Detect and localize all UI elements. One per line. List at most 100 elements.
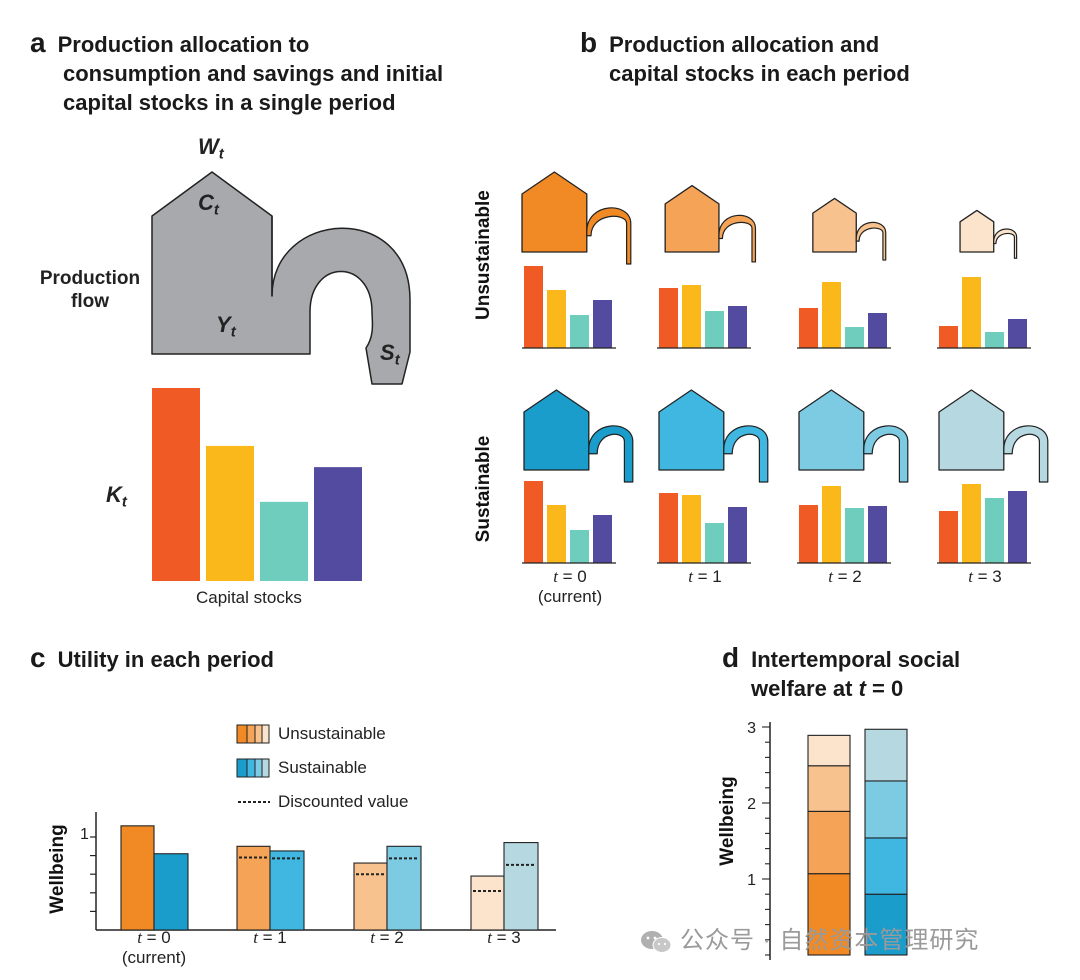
sustainable-hook-1 [723, 425, 769, 483]
panel-b-period-0: t = 0 (current) [537, 567, 603, 606]
unsustainable-bar-0-3 [593, 300, 612, 348]
sustainable-house-3 [938, 389, 1005, 471]
production-flow-label: Production flow [39, 268, 141, 312]
unsustainable-bar-0-0 [524, 266, 543, 348]
sustainable-bar-3-2 [985, 498, 1004, 563]
d-unsustainable-segment-1 [807, 810, 851, 875]
c-unsustainable-bar-0 [120, 825, 155, 931]
sustainable-bar-3-1 [962, 484, 981, 563]
panel-c-period-1: t = 1 [253, 928, 287, 947]
legend-sustainable-label: Sustainable [278, 758, 367, 777]
panel-b-title-line-1: Production allocation and [609, 32, 880, 57]
d-sustainable-segment-0 [864, 893, 908, 956]
panel-a-title-line-2: consumption and savings and initial [63, 61, 444, 86]
c-unsustainable-bar-1 [236, 845, 271, 931]
panel-c-period-2: t = 2 [370, 928, 404, 947]
sustainable-house-2 [798, 389, 865, 471]
unsustainable-house-1 [664, 184, 720, 253]
panel-b-period-3: t = 3 [968, 567, 1002, 586]
panel-c-period-0: t = 0 (current) [121, 928, 187, 967]
capital-bar-1 [206, 445, 254, 581]
sustainable-bar-0-2 [570, 530, 589, 563]
wellbeing-label: Wt [198, 134, 224, 163]
panel-b-title: b Production allocation and capital stock… [580, 28, 910, 88]
legend-discounted: Discounted value [236, 792, 408, 812]
panel-b-period-2: t = 2 [828, 567, 862, 586]
sustainable-hook-3 [1003, 425, 1049, 483]
sustainable-bar-2-0 [799, 505, 818, 563]
output-label: Yt [216, 312, 236, 341]
sustainable-bar-0-3 [593, 515, 612, 563]
panel-c-y-tick-1: 1 [80, 826, 89, 843]
panel-d-y-tick-label-1: 2 [747, 796, 756, 813]
unsustainable-bar-1-0 [659, 288, 678, 348]
capital-bar-3 [314, 467, 362, 581]
unsustainable-bar-2-3 [868, 313, 887, 348]
panel-d-title-line-1: Intertemporal social [751, 647, 961, 672]
d-sustainable-segment-3 [864, 728, 908, 782]
panel-d-title: d Intertemporal social welfare at t = 0 [722, 643, 960, 703]
sustainable-bar-1-0 [659, 493, 678, 563]
panel-d-letter: d [722, 642, 740, 673]
panel-a-title: a Production allocation to consumption an… [30, 28, 443, 117]
panel-a-title-line-1: Production allocation to [57, 32, 310, 57]
sustainable-bar-2-1 [822, 486, 841, 563]
unsustainable-bar-0-2 [570, 315, 589, 348]
savings-label: St [380, 340, 400, 369]
panel-c-title-text: Utility in each period [57, 647, 274, 672]
unsustainable-bar-1-1 [682, 285, 701, 348]
sustainable-bar-1-3 [728, 507, 747, 563]
sustainable-bar-1-1 [682, 495, 701, 563]
sustainable-bar-1-2 [705, 523, 724, 563]
c-sustainable-bar-0 [153, 853, 189, 931]
wechat-icon [640, 929, 672, 955]
panel-b-letter: b [580, 27, 598, 58]
d-unsustainable-segment-0 [807, 873, 851, 956]
capital-stocks-caption: Capital stocks [196, 588, 302, 607]
legend-sustainable-swatch [236, 758, 270, 778]
unsustainable-bar-2-2 [845, 327, 864, 348]
d-unsustainable-segment-2 [807, 765, 851, 812]
legend-sustainable: Sustainable [236, 758, 367, 778]
sustainable-house-1 [658, 389, 725, 471]
d-unsustainable-segment-3 [807, 734, 851, 767]
unsustainable-bar-3-0 [939, 326, 958, 348]
panel-b-title-line-2: capital stocks in each period [609, 61, 910, 86]
panel-b-period-1: t = 1 [688, 567, 722, 586]
sustainable-hook-0 [588, 425, 634, 483]
sustainable-hook-2 [863, 425, 909, 483]
panel-a-title-line-3: capital stocks in a single period [63, 90, 396, 115]
panel-c-letter: c [30, 642, 46, 673]
unsustainable-bar-0-1 [547, 290, 566, 348]
unsustainable-bar-3-2 [985, 332, 1004, 348]
unsustainable-house-0 [521, 171, 588, 253]
unsustainable-bar-3-1 [962, 277, 981, 348]
sustainable-bar-0-0 [524, 481, 543, 563]
unsustainable-hook-3 [993, 228, 1018, 259]
panel-d-y-tick-label-0: 1 [747, 872, 756, 889]
legend-unsustainable: Unsustainable [236, 724, 386, 744]
unsustainable-bar-1-2 [705, 311, 724, 348]
c-sustainable-bar-1 [269, 850, 305, 931]
capital-stock-bars [152, 388, 362, 581]
unsustainable-bar-1-3 [728, 306, 747, 348]
panel-c-period-3: t = 3 [487, 928, 521, 947]
panel-a-letter: a [30, 27, 46, 58]
legend-unsustainable-label: Unsustainable [278, 724, 386, 743]
unsustainable-hook-0 [586, 207, 632, 265]
sustainable-house-0 [523, 389, 590, 471]
unsustainable-house-3 [959, 209, 995, 253]
capital-label: Kt [106, 482, 127, 511]
c-sustainable-bar-2 [386, 845, 422, 931]
c-sustainable-bar-3 [503, 842, 539, 931]
d-sustainable-segment-2 [864, 780, 908, 839]
panel-d-title-line-2: welfare at t = 0 [751, 676, 904, 701]
capital-bar-2 [260, 501, 308, 581]
production-flow-shape [151, 171, 411, 385]
unsustainable-hook-2 [855, 221, 887, 261]
legend-discounted-label: Discounted value [278, 792, 409, 811]
watermark: 公众号 · 自然资本管理研究 [640, 920, 979, 955]
sustainable-bar-3-3 [1008, 491, 1027, 563]
unsustainable-bar-2-0 [799, 308, 818, 348]
